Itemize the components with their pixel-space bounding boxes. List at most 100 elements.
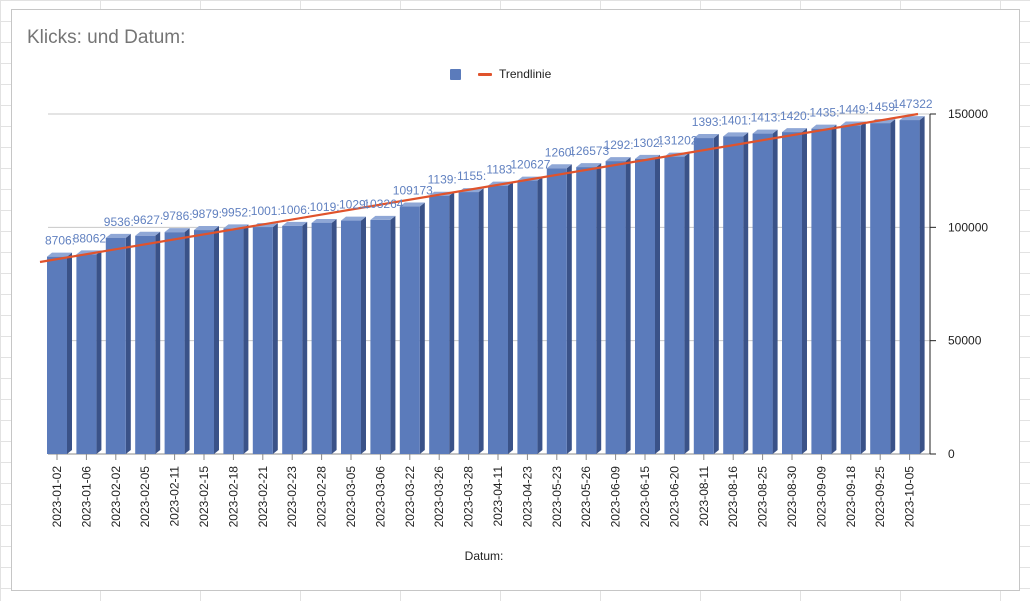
bar-side [67,252,72,454]
bar [194,230,214,454]
bar-side [831,124,837,455]
bar [135,235,156,454]
bar-top [341,216,366,221]
data-label: 1183: [486,163,515,177]
bar [370,219,391,454]
bar-top [282,221,308,226]
x-tick-label: 2023-06-20 [667,466,681,528]
bar [752,133,773,454]
data-label: 126573 [569,144,609,158]
bar-side [566,164,572,454]
bar [47,256,67,454]
bar-side [508,181,513,454]
trendline [39,112,919,264]
bar [723,136,744,454]
bar [311,222,332,454]
bar [341,220,361,454]
bar-top [576,163,602,168]
bar [811,128,832,455]
x-tick-label: 2023-09-09 [814,466,828,528]
data-label: 1019: [310,200,340,214]
x-tick-label: 2023-05-23 [550,466,564,528]
data-label: 1420: [780,109,810,123]
data-label: 1292: [604,138,634,152]
bar-top [723,132,749,137]
bar [223,228,244,454]
x-tick-label: 2023-08-16 [726,466,740,528]
bar-side [419,202,425,454]
x-tick-label: 2023-08-25 [756,466,770,528]
y-tick-label: 150000 [948,107,988,121]
bar-top [546,164,572,169]
bar-side [625,157,631,454]
bar-top [164,228,190,233]
bar-side [684,152,690,454]
bar [105,237,126,454]
x-tick-label: 2023-02-23 [285,466,299,528]
x-tick-label: 2023-04-11 [491,466,505,527]
data-label: 9536: [104,215,134,229]
bar-side [361,216,366,454]
bar-top [135,231,161,236]
bar-side [772,129,778,454]
data-label: 1393: [692,115,722,129]
data-label: 1401: [721,113,751,127]
bar-top [752,129,778,134]
x-tick-label: 2023-02-18 [226,466,240,528]
x-tick-label: 2023-08-30 [785,466,799,528]
data-label: 9879: [192,207,222,221]
x-tick-label: 2023-03-06 [373,466,387,528]
bar-top [605,157,631,162]
data-label: 1029: [339,198,369,212]
x-tick-label: 2023-10-05 [903,466,917,528]
bar [899,120,920,455]
bar-side [390,215,396,454]
bar [282,225,303,454]
x-tick-label: 2023-02-21 [256,466,270,528]
bar-side [743,132,749,454]
bar-top [693,134,719,139]
data-label: 1001: [251,204,281,218]
x-axis-title: Datum: [465,549,504,563]
bar-side [125,233,131,454]
bar-top [811,124,837,129]
bar-side [890,119,896,454]
bar [517,180,538,454]
bar-side [243,224,249,454]
data-label: 1302: [633,136,663,150]
bar-side [596,163,602,454]
data-label: 1155: [457,169,486,183]
bar-side [155,231,161,454]
data-label: 1449: [839,103,869,117]
data-label: 9627: [133,213,163,227]
x-tick-label: 2023-09-18 [844,466,858,528]
legend-trendline-label: Trendlinie [499,67,552,81]
bar [870,123,891,454]
bar [576,167,597,454]
x-tick-label: 2023-08-11 [697,466,711,527]
x-tick-label: 2023-03-22 [403,466,417,528]
bar-top [47,252,72,257]
legend-trendline-swatch [478,72,492,76]
bar [664,156,685,454]
bar-top [370,215,396,220]
bar-side [478,188,484,454]
bar-side [860,121,866,455]
bar [429,195,450,454]
bar-top [311,218,337,223]
data-label: 9786: [163,209,193,223]
chart-title: Klicks: und Datum: [27,27,186,48]
bar [693,138,714,454]
bar [546,168,567,454]
x-tick-label: 2023-02-11 [168,466,182,527]
data-label: 1413: [751,111,781,125]
bar [252,227,273,454]
bar-side [537,176,543,454]
bar-side [272,223,278,454]
bar-side [331,218,337,454]
data-label: 1435: [809,106,839,120]
bar-side [96,250,102,454]
bar-top [399,202,425,207]
x-tick-label: 2023-02-02 [109,466,123,528]
